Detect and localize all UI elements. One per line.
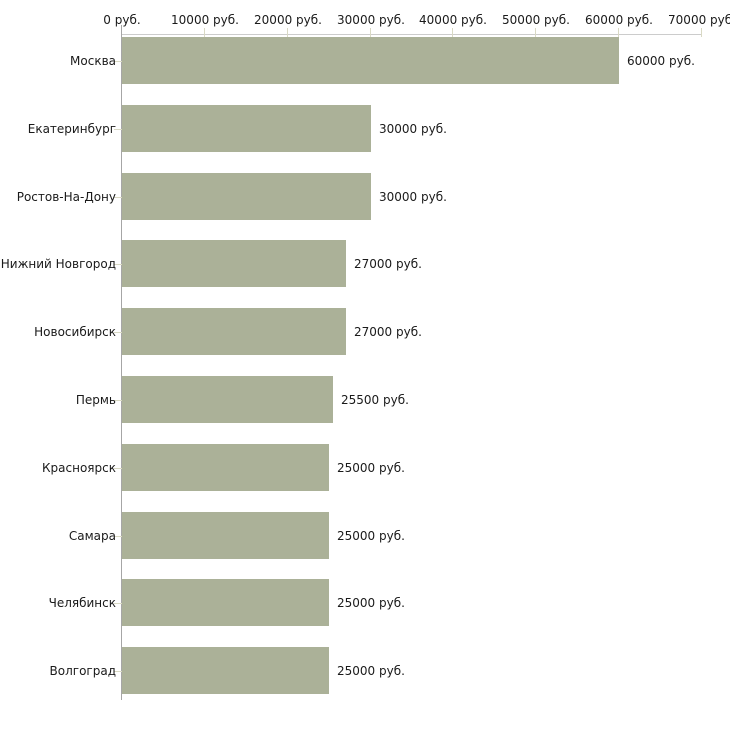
- x-tick-mark: [701, 28, 702, 37]
- x-tick-label: 70000 руб.: [668, 13, 730, 27]
- category-tick-mark: [114, 400, 122, 401]
- category-label: Ростов-На-Дону: [16, 190, 116, 204]
- x-tick-label: 50000 руб.: [502, 13, 570, 27]
- category-label: Самара: [68, 529, 116, 543]
- x-tick-mark: [204, 28, 205, 37]
- category-label: Челябинск: [48, 596, 116, 610]
- value-label: 27000 руб.: [354, 257, 422, 271]
- category-tick-mark: [114, 61, 122, 62]
- category-tick-mark: [114, 197, 122, 198]
- bar: [122, 647, 329, 694]
- value-label: 25000 руб.: [337, 664, 405, 678]
- category-tick-mark: [114, 468, 122, 469]
- value-label: 30000 руб.: [379, 190, 447, 204]
- x-tick-label: 60000 руб.: [585, 13, 653, 27]
- x-tick-mark: [452, 28, 453, 37]
- x-tick-label: 0 руб.: [103, 13, 141, 27]
- category-label: Екатеринбург: [27, 122, 116, 136]
- category-label: Красноярск: [42, 461, 116, 475]
- bar: [122, 37, 619, 84]
- category-tick-mark: [114, 332, 122, 333]
- x-tick-mark: [618, 28, 619, 37]
- category-label: Москва: [70, 54, 116, 68]
- value-label: 25500 руб.: [341, 393, 409, 407]
- category-tick-mark: [114, 536, 122, 537]
- category-label: Новосибирск: [34, 325, 116, 339]
- category-tick-mark: [114, 671, 122, 672]
- bar: [122, 376, 333, 423]
- x-tick-label: 10000 руб.: [171, 13, 239, 27]
- bar: [122, 444, 329, 491]
- bar: [122, 173, 371, 220]
- category-tick-mark: [114, 603, 122, 604]
- category-label: Волгоград: [49, 664, 116, 678]
- value-label: 30000 руб.: [379, 122, 447, 136]
- bar: [122, 308, 346, 355]
- bar: [122, 240, 346, 287]
- category-tick-mark: [114, 129, 122, 130]
- category-tick-mark: [114, 264, 122, 265]
- x-tick-mark: [535, 28, 536, 37]
- value-label: 27000 руб.: [354, 325, 422, 339]
- x-axis-line: [121, 34, 701, 35]
- x-tick-label: 20000 руб.: [254, 13, 322, 27]
- value-label: 60000 руб.: [627, 54, 695, 68]
- bar: [122, 579, 329, 626]
- x-tick-mark: [370, 28, 371, 37]
- value-label: 25000 руб.: [337, 461, 405, 475]
- value-label: 25000 руб.: [337, 596, 405, 610]
- bar: [122, 512, 329, 559]
- category-label: Пермь: [75, 393, 116, 407]
- value-label: 25000 руб.: [337, 529, 405, 543]
- x-tick-label: 40000 руб.: [419, 13, 487, 27]
- bar: [122, 105, 371, 152]
- x-tick-mark: [287, 28, 288, 37]
- y-axis-line: [121, 25, 122, 700]
- x-tick-label: 30000 руб.: [337, 13, 405, 27]
- category-label: Нижний Новгород: [0, 257, 116, 271]
